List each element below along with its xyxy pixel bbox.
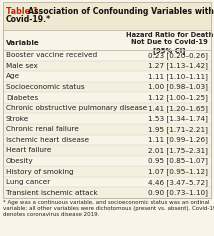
Text: Association of Confounding Variables with Death Not Due to: Association of Confounding Variables wit… [28,7,214,16]
Text: Socioeconomic status: Socioeconomic status [6,84,85,90]
Bar [3,145,211,156]
Text: Variable: Variable [6,40,40,46]
Text: 0.90 [0.73–1.10]: 0.90 [0.73–1.10] [148,189,208,196]
Text: 2.01 [1.75–2.31]: 2.01 [1.75–2.31] [148,147,208,154]
Bar [3,156,211,166]
Bar [3,166,211,177]
Bar [3,135,211,145]
Text: 0.23 [0.20–0.26]: 0.23 [0.20–0.26] [148,52,208,59]
Bar [3,92,211,103]
Text: * Age was a continuous variable, and socioeconomic status was an ordinal
variabl: * Age was a continuous variable, and soc… [3,200,214,217]
Text: Heart failure: Heart failure [6,148,51,153]
Text: 1.12 [1.00–1.25]: 1.12 [1.00–1.25] [148,94,208,101]
Bar [3,2,211,198]
Text: Chronic renal failure: Chronic renal failure [6,126,79,132]
Text: 1.11 [1.10–1.11]: 1.11 [1.10–1.11] [148,73,208,80]
Text: 1.27 [1.13–1.42]: 1.27 [1.13–1.42] [148,63,208,69]
Text: Lung cancer: Lung cancer [6,179,50,185]
Text: 1.53 [1.34–1.74]: 1.53 [1.34–1.74] [148,115,208,122]
Text: 1.07 [0.95–1.12]: 1.07 [0.95–1.12] [148,168,208,175]
Text: 1.41 [1.20–1.65]: 1.41 [1.20–1.65] [148,105,208,112]
Text: 1.95 [1.71–2.21]: 1.95 [1.71–2.21] [148,126,208,133]
Text: 1.11 [0.99–1.26]: 1.11 [0.99–1.26] [148,136,208,143]
Text: Stroke: Stroke [6,116,29,122]
Bar [3,187,211,198]
Text: 1.00 [0.98–1.03]: 1.00 [0.98–1.03] [148,84,208,90]
Text: Obesity: Obesity [6,158,34,164]
Bar [3,177,211,187]
Text: Transient ischemic attack: Transient ischemic attack [6,190,98,196]
Text: Chronic obstructive pulmonary disease: Chronic obstructive pulmonary disease [6,105,147,111]
Text: Booster vaccine received: Booster vaccine received [6,52,97,58]
Bar [3,50,211,61]
Text: History of smoking: History of smoking [6,169,74,175]
Text: 0.95 [0.85–1.07]: 0.95 [0.85–1.07] [148,158,208,164]
Bar [3,61,211,71]
Text: Table 1.: Table 1. [6,7,42,16]
Text: Covid-19.*: Covid-19.* [6,16,51,25]
Bar [3,124,211,135]
Text: Age: Age [6,73,20,80]
Text: Diabetes: Diabetes [6,95,38,101]
Text: Ischemic heart disease: Ischemic heart disease [6,137,89,143]
Text: 4.46 [3.47–5.72]: 4.46 [3.47–5.72] [148,179,208,185]
Bar [3,103,211,114]
Bar [3,114,211,124]
Bar [3,82,211,92]
Text: Hazard Ratio for Death
Not Due to Covid-19
[95% CI]: Hazard Ratio for Death Not Due to Covid-… [126,32,213,54]
Bar [3,71,211,82]
Bar [3,2,211,30]
Text: Male sex: Male sex [6,63,38,69]
